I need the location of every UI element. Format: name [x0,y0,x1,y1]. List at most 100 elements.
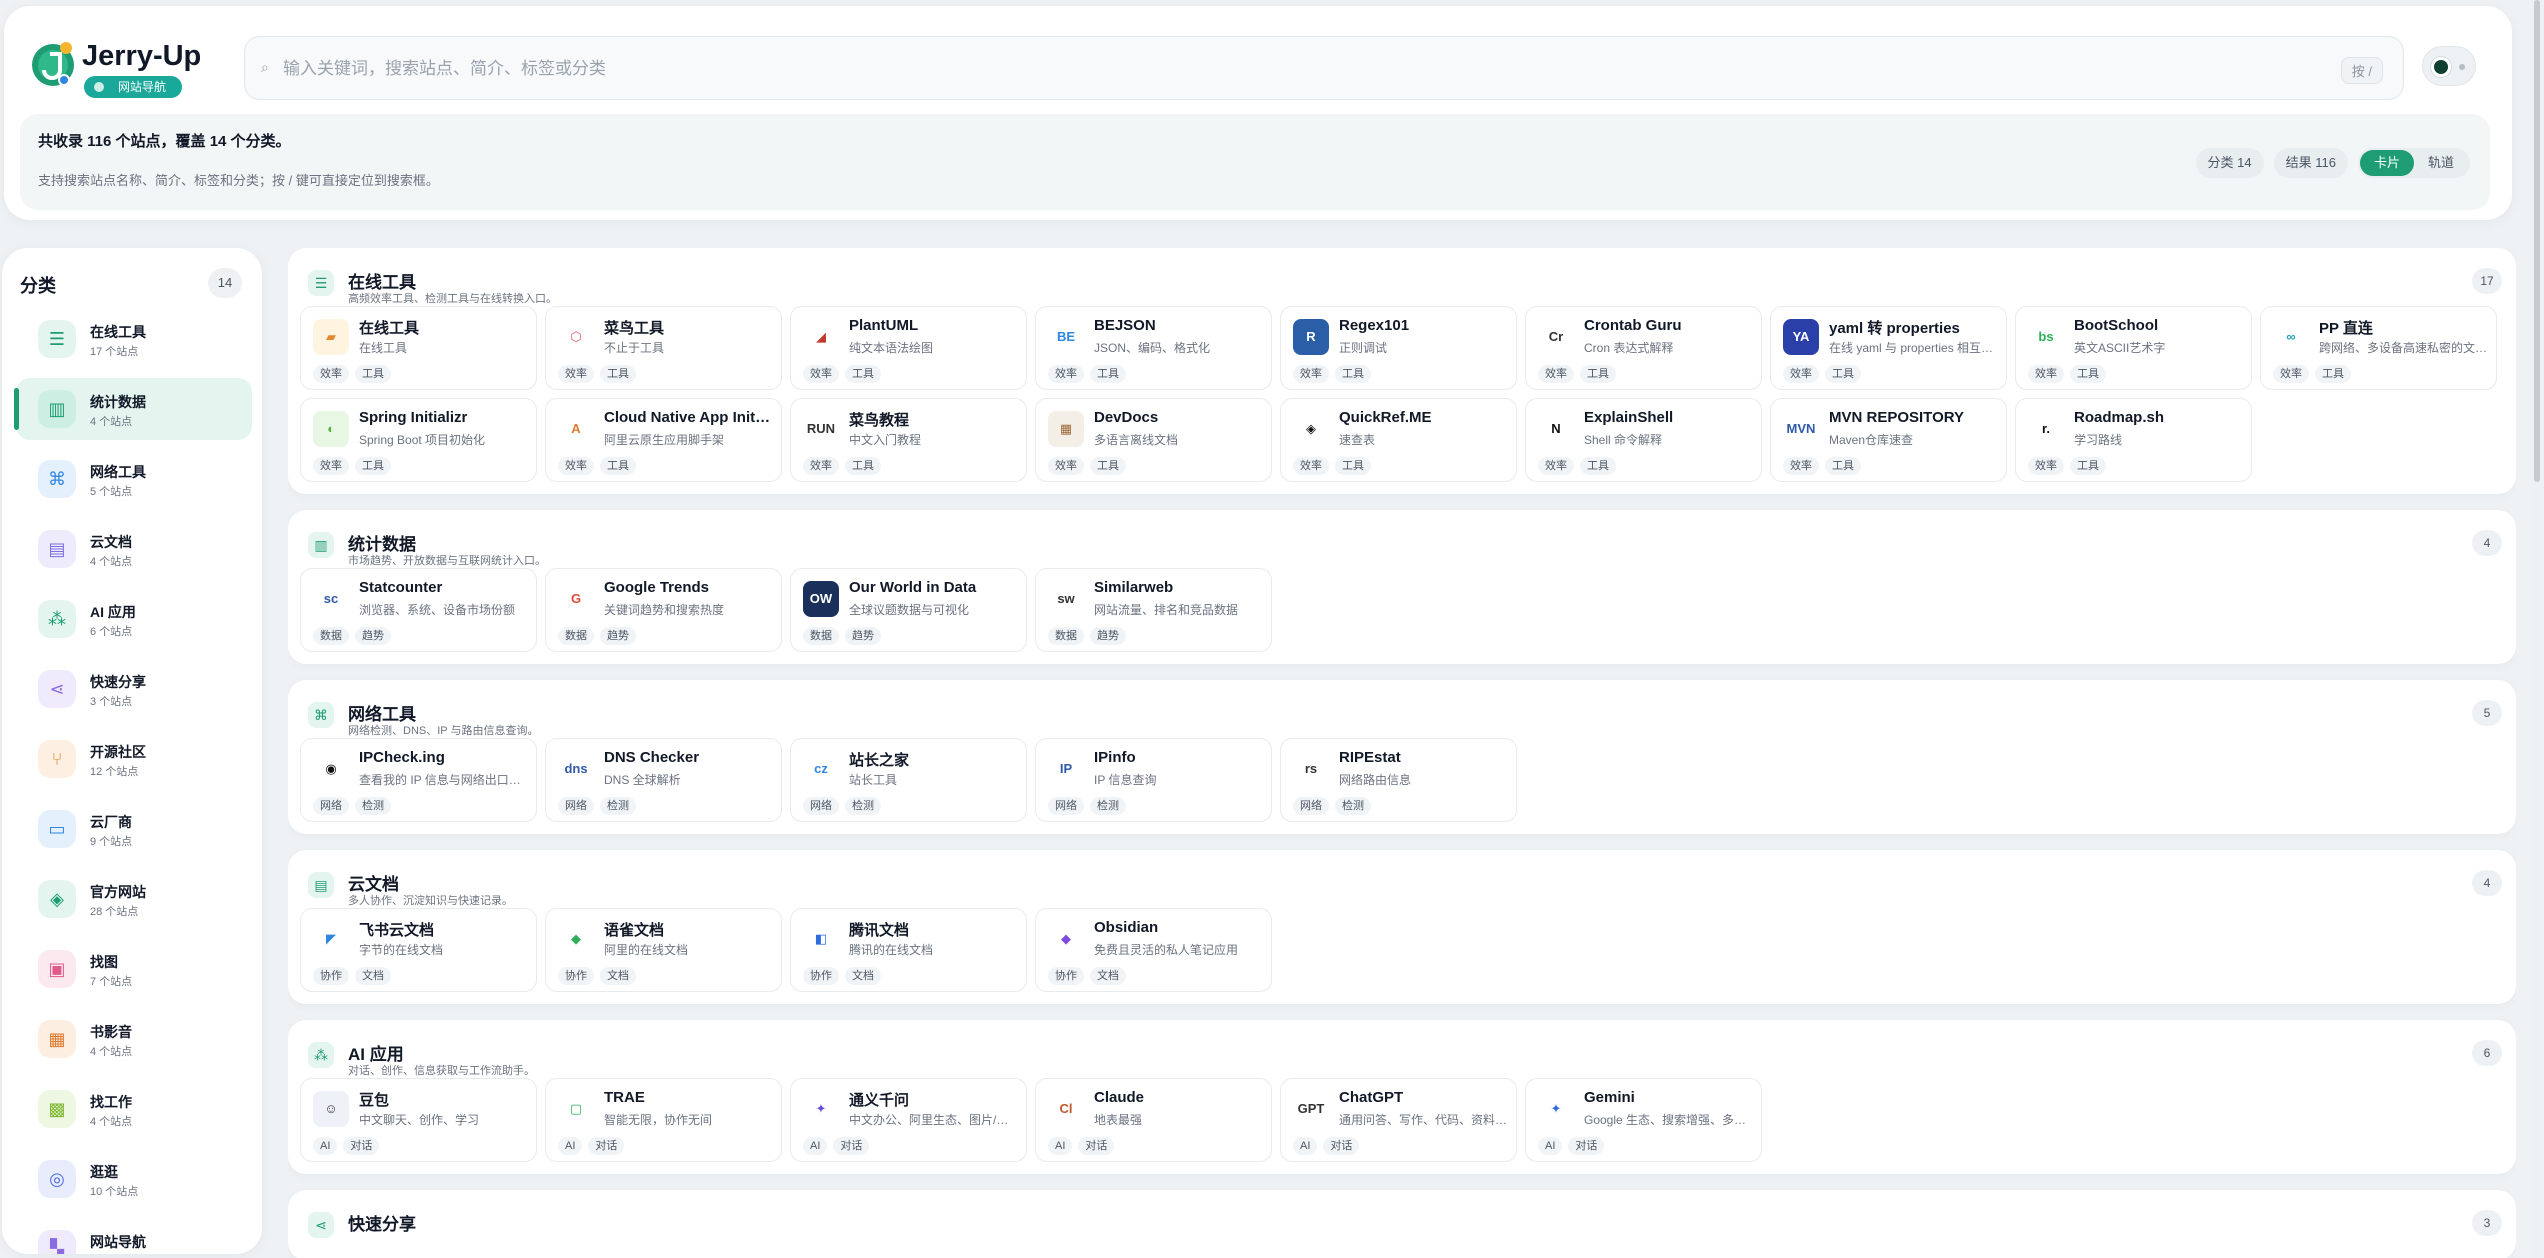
site-card[interactable]: Cr Crontab Guru Cron 表达式解释 效率 工具 [1525,306,1762,390]
site-description: 在线工具 [359,341,408,355]
site-card[interactable]: sw Similarweb 网站流量、排名和竞品数据 数据 趋势 [1035,568,1272,652]
view-track-button[interactable]: 轨道 [2427,155,2454,170]
site-card[interactable]: ✦ Gemini Google 生态、搜索增强、多模态 AI 对话 [1525,1078,1762,1162]
site-card[interactable]: ◢ PlantUML 纯文本语法绘图 效率 工具 [790,306,1027,390]
sliders-icon: ☰ [308,270,334,296]
site-description: 关键词趋势和搜索热度 [604,603,725,617]
site-card[interactable]: ◧ 腾讯文档 腾讯的在线文档 协作 文档 [790,908,1027,992]
site-description: 正则调试 [1339,341,1388,355]
tencent-docs-logo: ◧ [803,921,839,957]
ai-icon: ⁂ [308,1042,334,1068]
similarweb-logo: sw [1048,581,1084,617]
network-icon: ⌘ [308,702,334,728]
site-name: MVN REPOSITORY [1829,409,1965,426]
site-card[interactable]: dns DNS Checker DNS 全球解析 网络 检测 [545,738,782,822]
site-name: Obsidian [1094,919,1159,936]
git-branch-icon: ⑂ [38,740,76,778]
ai-icon: ⁂ [38,600,76,638]
page-scrollbar[interactable] [2532,0,2542,1258]
section-header: ⌘ 网络工具 网络检测、DNS、IP 与路由信息查询。 5 [300,690,2504,738]
site-name: Cloud Native App Initializer [604,409,774,426]
site-tag: 数据 [803,627,839,645]
site-card[interactable]: MVN MVN REPOSITORY Maven仓库速查 效率 工具 [1770,398,2007,482]
sidebar-item[interactable]: ⌘ 网络工具 5 个站点 [16,448,252,510]
site-card[interactable]: N ExplainShell Shell 命令解释 效率 工具 [1525,398,1762,482]
site-tag: 效率 [1783,365,1819,383]
search-shortcut-hint: 按 / [2340,57,2383,84]
site-tags: 协作 文档 [803,967,881,985]
site-tag: 数据 [558,627,594,645]
main-content: ☰ 在线工具 高频效率工具、检测工具与在线转换入口。 17 ▰ 在线工具 在线工具 效率 工具 ⬡… [288,248,2516,1258]
sidebar-item[interactable]: ▥ 统计数据 4 个站点 [14,378,252,440]
sidebar-item[interactable]: ▩ 找工作 4 个站点 [16,1078,252,1140]
site-tag: 效率 [1538,365,1574,383]
site-tag: 效率 [1048,365,1084,383]
site-card[interactable]: r. Roadmap.sh 学习路线 效率 工具 [2015,398,2252,482]
site-card[interactable]: BE BEJSON JSON、编码、格式化 效率 工具 [1035,306,1272,390]
sidebar-item[interactable]: ⑂ 开源社区 12 个站点 [16,728,252,790]
sidebar-item[interactable]: ▣ 找图 7 个站点 [16,938,252,1000]
sidebar-item-label: 快速分享 [90,674,146,690]
bar-chart-icon: ▥ [38,390,76,428]
site-card[interactable]: sc Statcounter 浏览器、系统、设备市场份额 数据 趋势 [300,568,537,652]
site-description: Spring Boot 项目初始化 [359,433,486,447]
scrollbar-thumb[interactable] [2534,0,2540,482]
theme-toggle[interactable] [2422,46,2476,86]
site-card[interactable]: ▰ 在线工具 在线工具 效率 工具 [300,306,537,390]
site-card[interactable]: ◉ IPCheck.ing 查看我的 IP 信息与网络出口检测 网络 检测 [300,738,537,822]
site-card[interactable]: G Google Trends 关键词趋势和搜索热度 数据 趋势 [545,568,782,652]
site-card[interactable]: YA yaml 转 properties 在线 yaml 与 properties … [1770,306,2007,390]
site-description: 不止于工具 [604,341,665,355]
section-description: 网络检测、DNS、IP 与路由信息查询。 [348,725,539,737]
sidebar-item[interactable]: ▤ 云文档 4 个站点 [16,518,252,580]
site-description: 字节的在线文档 [359,943,444,957]
section-header: ☰ 在线工具 高频效率工具、检测工具与在线转换入口。 17 [300,258,2504,306]
jerry-up-logo[interactable] [26,36,80,90]
sidebar-item[interactable]: ⋖ 快速分享 3 个站点 [16,658,252,720]
site-tag: 网络 [803,797,839,815]
site-card[interactable]: R Regex101 正则调试 效率 工具 [1280,306,1517,390]
sidebar-item[interactable]: ▭ 云厂商 9 个站点 [16,798,252,860]
site-grid: ☺ 豆包 中文聊天、创作、学习 AI 对话 ▢ TRAE 智能无限，协作无间 AI 对话 ✦ 通义千问… [300,1078,2504,1162]
site-card[interactable]: ◆ Obsidian 免费且灵活的私人笔记应用 协作 文档 [1035,908,1272,992]
site-card[interactable]: ◤ 飞书云文档 字节的在线文档 协作 文档 [300,908,537,992]
site-card[interactable]: ◆ 语雀文档 阿里的在线文档 协作 文档 [545,908,782,992]
gemini-logo: ✦ [1538,1091,1574,1127]
site-card[interactable]: RUN 菜鸟教程 中文入门教程 效率 工具 [790,398,1027,482]
sidebar-item[interactable]: ☰ 在线工具 17 个站点 [16,308,252,370]
site-card[interactable]: ◐ Spring Initializr Spring Boot 项目初始化 效率 工具 [300,398,537,482]
site-card[interactable]: ◈ QuickRef.ME 速查表 效率 工具 [1280,398,1517,482]
site-card[interactable]: Cl Claude 地表最强 AI 对话 [1035,1078,1272,1162]
site-tags: 数据 趋势 [803,627,881,645]
ipinfo-logo: IP [1048,751,1084,787]
site-tags: 效率 工具 [803,457,881,475]
sidebar-item[interactable]: ▚ 网站导航 [16,1218,252,1254]
sidebar-item-label: 找工作 [90,1094,132,1110]
site-description: 免费且灵活的私人笔记应用 [1094,943,1239,957]
site-card[interactable]: ▢ TRAE 智能无限，协作无间 AI 对话 [545,1078,782,1162]
view-card-button[interactable]: 卡片 [2359,150,2414,176]
site-card[interactable]: GPT ChatGPT 通用问答、写作、代码、资料整理 AI 对话 [1280,1078,1517,1162]
sidebar-item[interactable]: ⁂ AI 应用 6 个站点 [16,588,252,650]
category-section: ⁂ AI 应用 对话、创作、信息获取与工作流助手。 6 ☺ 豆包 中文聊天、创作、学习 AI 对… [288,1020,2516,1174]
search-box[interactable]: ⌕ 按 / [244,36,2404,100]
sidebar-item[interactable]: ◎ 逛逛 10 个站点 [16,1148,252,1210]
section-title: 网络工具 [348,705,416,724]
site-card[interactable]: cz 站长之家 站长工具 网络 检测 [790,738,1027,822]
runoob-logo: RUN [803,411,839,447]
site-tag: 效率 [313,457,349,475]
site-card[interactable]: ☺ 豆包 中文聊天、创作、学习 AI 对话 [300,1078,537,1162]
sidebar-item[interactable]: ▦ 书影音 4 个站点 [16,1008,252,1070]
site-card[interactable]: A Cloud Native App Initializer 阿里云原生应用脚手架效… [545,398,782,482]
site-card[interactable]: IP IPinfo IP 信息查询 网络 检测 [1035,738,1272,822]
site-card[interactable]: OW Our World in Data 全球议题数据与可视化 数据 趋势 [790,568,1027,652]
sidebar-item[interactable]: ◈ 官方网站 28 个站点 [16,868,252,930]
site-card[interactable]: ⬡ 菜鸟工具 不止于工具 效率 工具 [545,306,782,390]
document-icon: ▤ [308,872,334,898]
site-card[interactable]: bs BootSchool 英文ASCII艺术字 效率 工具 [2015,306,2252,390]
site-card[interactable]: ▦ DevDocs 多语言离线文档 效率 工具 [1035,398,1272,482]
site-card[interactable]: rs RIPEstat 网络路由信息 网络 检测 [1280,738,1517,822]
search-input[interactable] [283,51,2283,87]
